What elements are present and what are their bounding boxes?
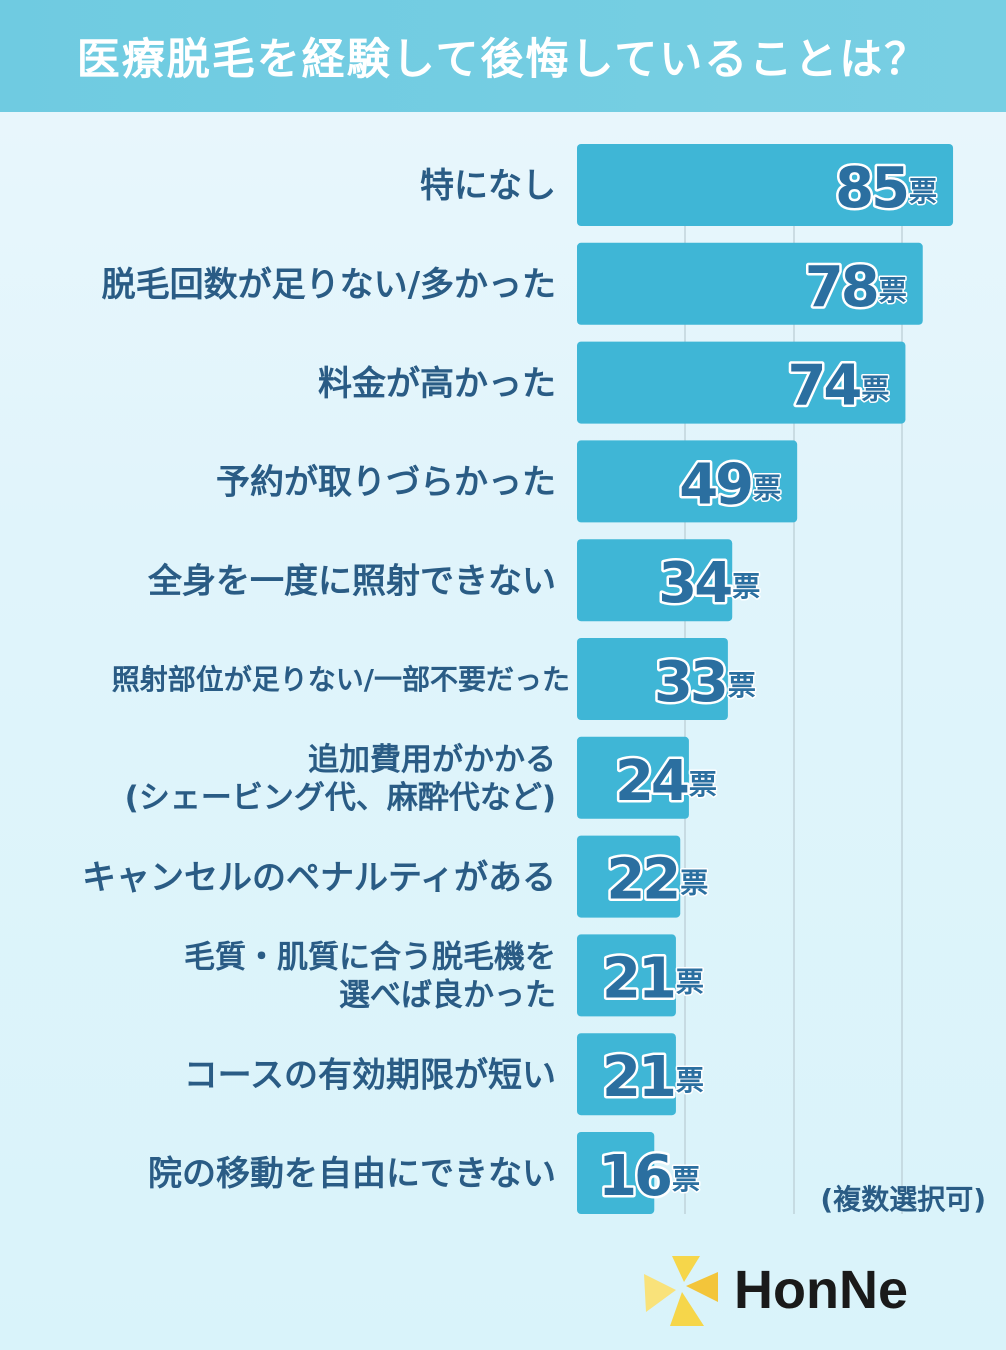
bar (577, 341, 906, 424)
value-label: 33 (654, 650, 726, 715)
bar (577, 934, 676, 1017)
value-unit: 票 (753, 471, 781, 504)
value-label: 85 (835, 156, 907, 221)
category-label: コースの有効期限が短い (184, 1055, 556, 1095)
category-label: 全身を一度に照射できない (147, 561, 556, 601)
value-label: 24 (615, 749, 688, 814)
value-unit: 票 (732, 570, 760, 603)
value-unit: 票 (689, 768, 717, 801)
bar (577, 1033, 676, 1116)
value-unit: 票 (672, 1163, 700, 1196)
value-label: 21 (602, 1045, 674, 1110)
value-unit: 票 (861, 373, 889, 406)
bar (577, 440, 798, 523)
value-unit: 票 (879, 274, 907, 307)
bar (577, 242, 923, 325)
value-unit: 票 (728, 669, 756, 702)
bar (577, 736, 689, 819)
bar (577, 835, 681, 918)
value-label: 74 (787, 354, 860, 419)
chart-title: 医療脱毛を経験して後悔していることは？ (76, 35, 930, 85)
value-label: 78 (805, 255, 877, 320)
category-label: 追加費用がかかる(シェービング代、麻酔代など) (125, 742, 556, 816)
category-label: 料金が高かった (318, 364, 556, 404)
value-label: 22 (606, 848, 678, 913)
value-label: 21 (602, 946, 674, 1011)
value-label: 49 (679, 452, 751, 517)
value-unit: 票 (676, 965, 704, 998)
brand-name: HonNe (734, 1260, 908, 1320)
category-label: 特になし (420, 166, 556, 206)
value-unit: 票 (676, 1064, 704, 1097)
category-label: 毛質・肌質に合う脱毛機を選べば良かった (184, 939, 556, 1013)
value-unit: 票 (909, 175, 937, 208)
multiple-choice-note: (複数選択可) (820, 1183, 986, 1216)
bar (577, 539, 733, 622)
bar (577, 144, 954, 226)
bar (577, 1132, 655, 1214)
title-bar: 医療脱毛を経験して後悔していることは？ (0, 0, 1006, 112)
category-label: 脱毛回数が足りない/多かった (102, 265, 556, 305)
logo-mark-icon (644, 1256, 718, 1326)
bar (577, 638, 728, 720)
value-label: 34 (658, 551, 731, 616)
honne-logo: HonNe (642, 1252, 972, 1328)
category-label: キャンセルのペナルティがある (82, 858, 556, 898)
value-label: 16 (598, 1144, 670, 1209)
value-unit: 票 (680, 867, 708, 900)
category-label: 予約が取りづらかった (216, 463, 556, 503)
category-label: 院の移動を自由にできない (148, 1154, 556, 1194)
category-label: 照射部位が足りない/一部不要だった (112, 663, 570, 696)
